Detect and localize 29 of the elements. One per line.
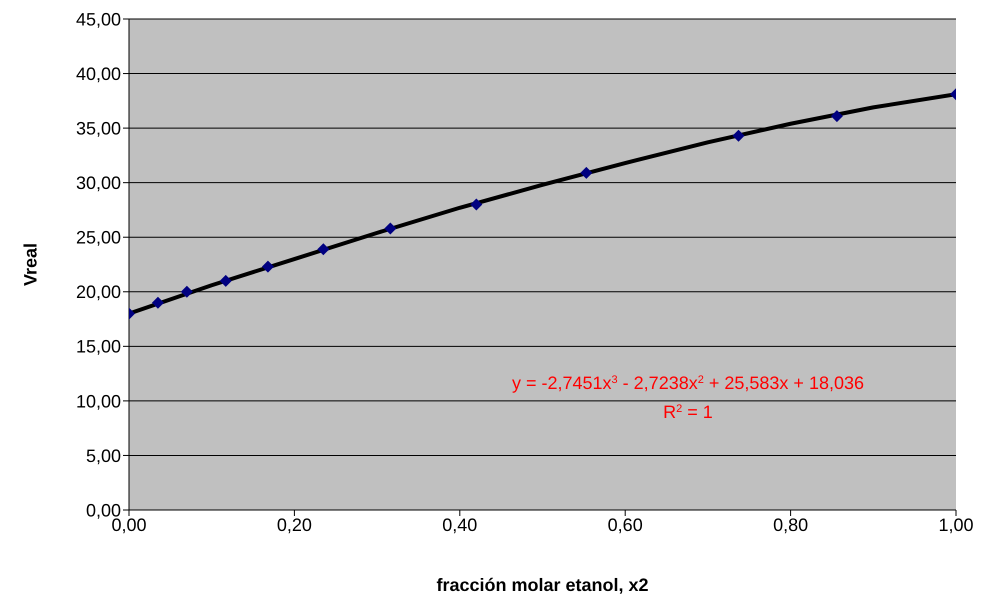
y-tick-label: 0,00 [86,500,121,520]
y-tick-label: 35,00 [76,118,121,138]
point [384,222,396,234]
point [262,260,274,273]
point [830,110,843,122]
annotation: R$^{2}$ = 1 [663,402,713,422]
y-tick-label: 10,00 [76,391,121,412]
point [180,286,193,298]
point [470,198,482,210]
point [220,274,232,287]
x-tick-label: 0,40 [442,514,478,535]
x-tick-label: 0,20 [276,514,312,535]
y-tick-label: 5,00 [86,446,121,466]
point [152,296,164,309]
y-tick-label: 15,00 [76,336,121,357]
annotation: y = -2,7451x$^{3}$ - 2,7238x$^{2}$ + 25,583x + 18,036 [512,373,864,393]
y-axis-title: Vreal [20,242,40,286]
x-tick-label: 0,80 [773,514,808,535]
point [317,243,330,256]
x-tick-label: 0,60 [608,514,643,535]
point [580,166,592,179]
y-tick-label: 40,00 [76,64,121,84]
y-tick-label: 45,00 [76,9,121,30]
y-tick-label: 30,00 [76,173,121,194]
point [732,130,744,142]
x-axis-title: fracción molar etanol, x2 [436,575,649,595]
y-tick-label: 20,00 [76,282,121,302]
x-tick-label: 1,00 [938,514,974,535]
y-tick-label: 25,00 [76,228,121,248]
